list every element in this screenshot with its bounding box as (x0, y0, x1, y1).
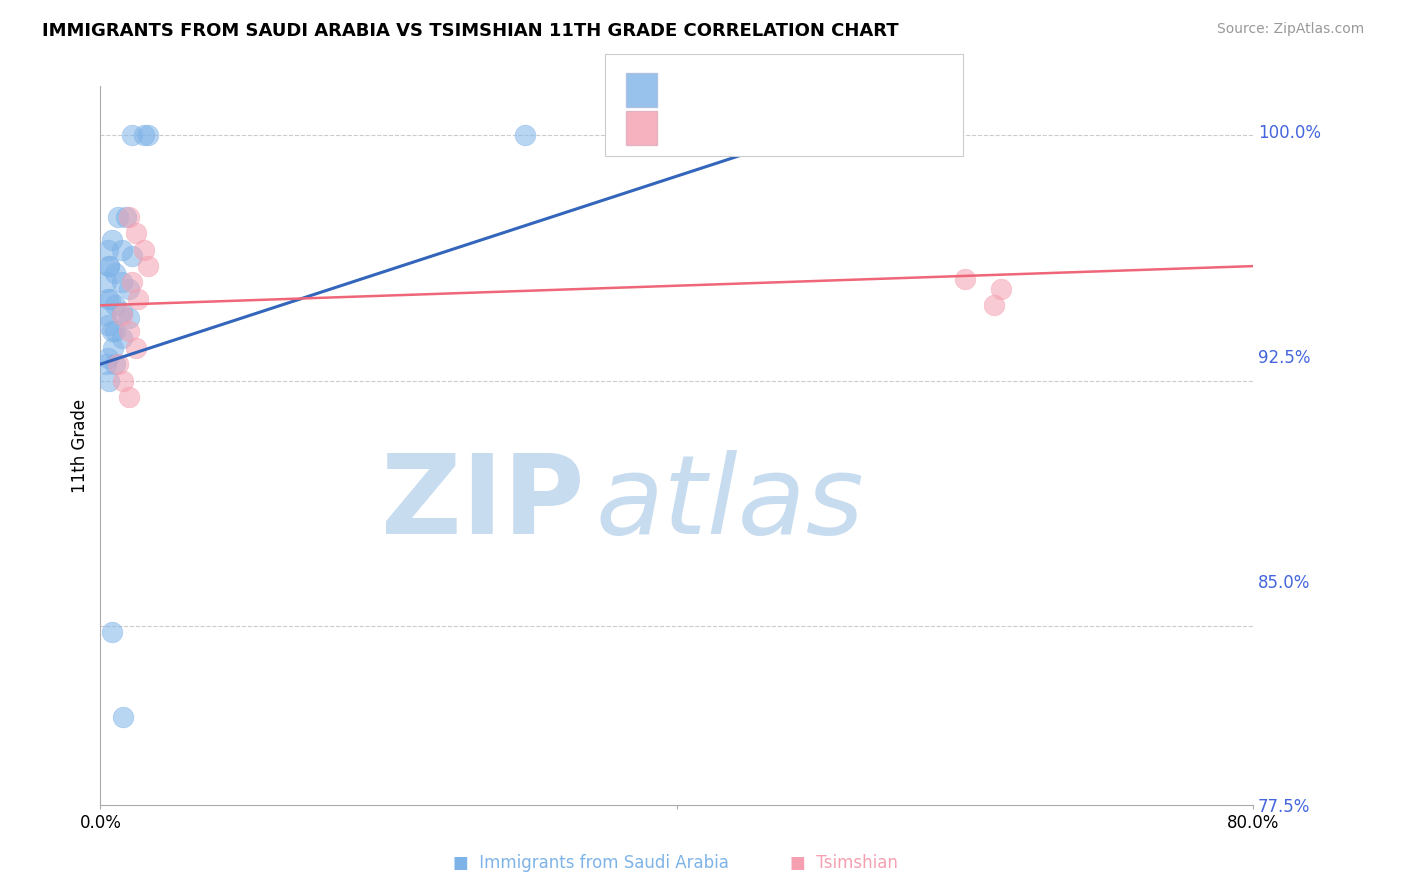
Text: R =  0.215   N = 33: R = 0.215 N = 33 (668, 78, 872, 97)
Point (98, 259, 121, 273)
Point (96, 351, 118, 365)
Point (127, 292, 149, 306)
Point (103, 341, 125, 355)
Point (118, 390, 141, 404)
Point (104, 266, 127, 280)
Text: R = 0.080   N = 15: R = 0.080 N = 15 (668, 116, 865, 136)
Text: ■  Tsimshian: ■ Tsimshian (790, 855, 897, 872)
Point (96, 292, 118, 306)
Point (121, 249, 143, 263)
Point (100, 292, 122, 306)
Point (112, 710, 135, 724)
Point (118, 325, 141, 339)
Point (101, 625, 124, 640)
Text: ZIP: ZIP (381, 450, 585, 557)
Point (111, 308, 134, 322)
Text: atlas: atlas (596, 450, 865, 557)
Point (101, 233, 124, 247)
Point (118, 311, 141, 326)
Point (96, 243, 118, 257)
Point (132, 243, 155, 257)
Point (118, 282, 141, 296)
Point (953, 272, 976, 286)
Point (121, 128, 143, 143)
Point (111, 305, 134, 319)
Point (104, 357, 127, 371)
Point (98, 374, 121, 388)
Point (104, 325, 127, 339)
Point (96, 318, 118, 332)
Point (121, 276, 143, 290)
Point (111, 331, 134, 345)
Point (111, 276, 134, 290)
Point (107, 357, 129, 371)
Point (983, 298, 1005, 312)
Y-axis label: 11th Grade: 11th Grade (72, 399, 89, 493)
Point (94, 357, 117, 371)
Point (125, 227, 148, 241)
Point (111, 243, 134, 257)
Point (94, 276, 117, 290)
Point (98, 259, 121, 273)
Point (104, 298, 127, 312)
Point (132, 128, 155, 143)
Point (107, 210, 129, 224)
Point (136, 259, 159, 273)
Point (990, 282, 1012, 296)
Point (118, 210, 141, 224)
Text: IMMIGRANTS FROM SAUDI ARABIA VS TSIMSHIAN 11TH GRADE CORRELATION CHART: IMMIGRANTS FROM SAUDI ARABIA VS TSIMSHIA… (42, 22, 898, 40)
Point (93, 308, 115, 322)
Point (112, 374, 135, 388)
Point (115, 210, 138, 224)
Point (515, 128, 537, 143)
Point (101, 325, 124, 339)
Point (125, 341, 148, 355)
Text: Source: ZipAtlas.com: Source: ZipAtlas.com (1216, 22, 1364, 37)
Text: ■  Immigrants from Saudi Arabia: ■ Immigrants from Saudi Arabia (453, 855, 728, 872)
Point (136, 128, 159, 143)
